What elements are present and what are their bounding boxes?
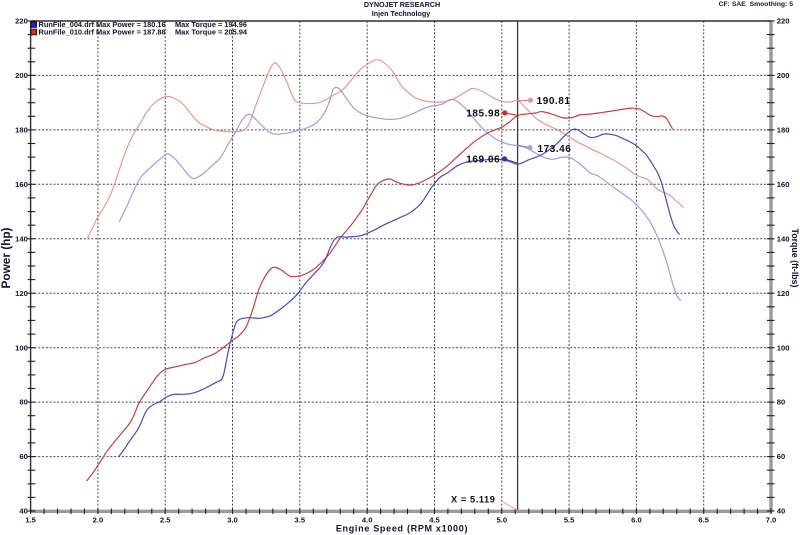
- svg-text:160: 160: [15, 180, 28, 189]
- svg-text:3.0: 3.0: [227, 516, 238, 525]
- svg-text:100: 100: [15, 343, 28, 352]
- svg-text:220: 220: [777, 17, 790, 26]
- svg-text:160: 160: [777, 180, 790, 189]
- svg-text:Engine Speed (RPM x1000): Engine Speed (RPM x1000): [336, 524, 468, 534]
- svg-text:5.5: 5.5: [564, 516, 575, 525]
- svg-text:RunFile_010.drf Max Power = 18: RunFile_010.drf Max Power = 187.88: [39, 27, 166, 36]
- svg-text:1.5: 1.5: [25, 516, 36, 525]
- svg-text:100: 100: [777, 343, 790, 352]
- svg-text:120: 120: [777, 289, 790, 298]
- svg-text:RunFile_004.drf Max Power = 18: RunFile_004.drf Max Power = 180.16: [39, 20, 166, 29]
- svg-text:6.0: 6.0: [631, 516, 642, 525]
- svg-text:173.46: 173.46: [538, 144, 572, 155]
- svg-text:3.5: 3.5: [295, 516, 306, 525]
- svg-text:180: 180: [777, 126, 790, 135]
- svg-text:2.5: 2.5: [160, 516, 171, 525]
- svg-text:60: 60: [777, 452, 785, 461]
- svg-text:5.0: 5.0: [497, 516, 508, 525]
- svg-text:40: 40: [777, 507, 785, 516]
- svg-text:CF: SAE Smoothing: 5: CF: SAE Smoothing: 5: [719, 1, 794, 8]
- svg-text:200: 200: [777, 71, 790, 80]
- svg-text:120: 120: [15, 289, 28, 298]
- svg-text:4.0: 4.0: [362, 516, 373, 525]
- svg-text:185.98: 185.98: [466, 109, 500, 120]
- svg-text:40: 40: [19, 507, 27, 516]
- svg-text:80: 80: [777, 398, 785, 407]
- svg-text:190.81: 190.81: [537, 96, 571, 107]
- svg-text:6.5: 6.5: [698, 516, 709, 525]
- svg-text:7.0: 7.0: [766, 516, 777, 525]
- svg-text:Injen Technology: Injen Technology: [372, 9, 431, 18]
- svg-text:Power (hp): Power (hp): [0, 227, 13, 288]
- svg-text:DYNOJET RESEARCH: DYNOJET RESEARCH: [364, 0, 440, 9]
- svg-text:2.0: 2.0: [93, 516, 104, 525]
- svg-text:X = 5.119: X = 5.119: [451, 494, 496, 504]
- svg-text:140: 140: [777, 234, 790, 243]
- svg-text:4.5: 4.5: [429, 516, 440, 525]
- svg-text:60: 60: [19, 452, 27, 461]
- svg-text:200: 200: [15, 71, 28, 80]
- svg-text:Torque (ft-lbs): Torque (ft-lbs): [790, 229, 800, 288]
- svg-text:Max Torque = 194.96: Max Torque = 194.96: [175, 20, 247, 29]
- svg-text:220: 220: [15, 17, 28, 26]
- svg-text:Max Torque = 205.94: Max Torque = 205.94: [175, 27, 248, 36]
- svg-text:180: 180: [15, 126, 28, 135]
- svg-text:80: 80: [19, 398, 27, 407]
- svg-text:140: 140: [15, 234, 28, 243]
- svg-text:169.06: 169.06: [466, 155, 500, 166]
